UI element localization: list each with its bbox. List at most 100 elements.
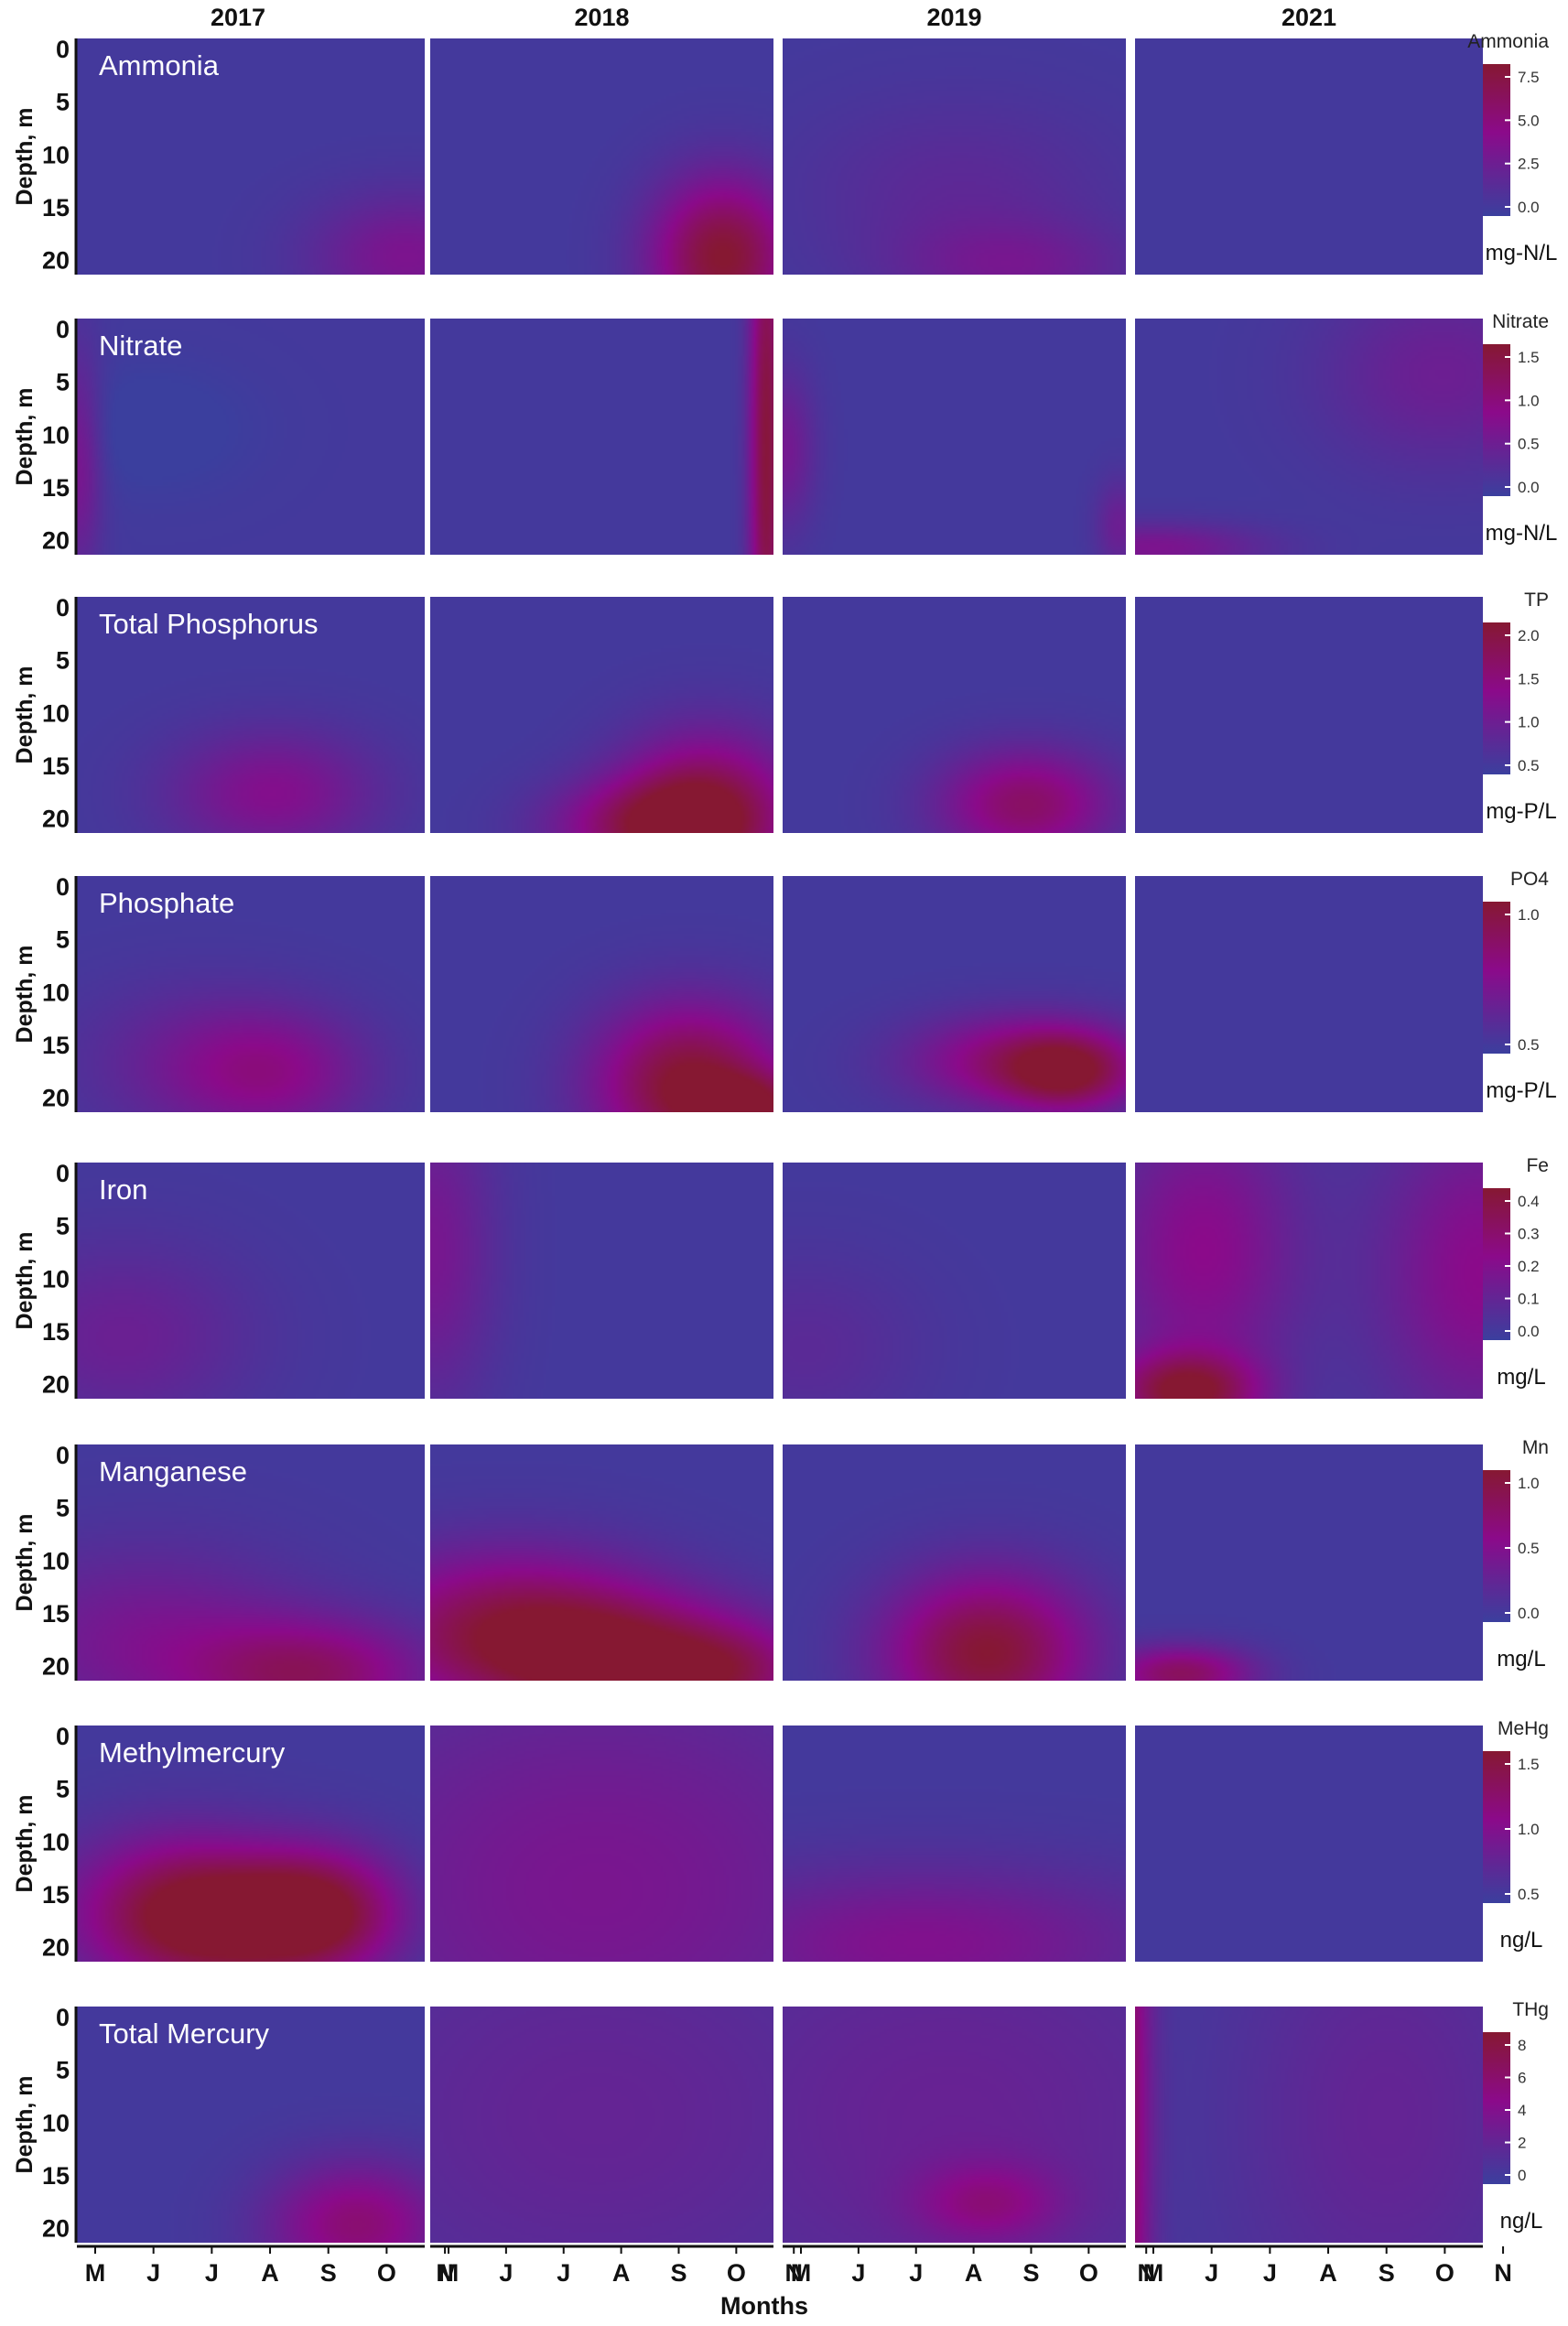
y-axis-label: Depth, m [12,388,38,486]
y-axis-label: Depth, m [12,1795,38,1893]
depth-tick: 20 [42,2215,70,2243]
depth-tick: 5 [56,2057,70,2084]
y-axis-label: Depth, m [12,1514,38,1612]
colorbar-tick-label: 0.1 [1518,1291,1540,1308]
colorbar-tick-label: 1.0 [1518,1821,1540,1838]
depth-tick: 20 [42,806,70,833]
heatmap-thg-2019 [783,2007,1126,2243]
depth-tick: 20 [42,1934,70,1962]
colorbar-tick-label: 5.0 [1518,112,1540,129]
variable-name-label: Total Phosphorus [99,608,319,640]
month-tick-label: S [670,2259,687,2287]
month-tick-label: J [851,2259,865,2287]
variable-name-label: Methylmercury [99,1736,286,1769]
colorbar-title: TP [1524,590,1549,611]
colorbar-tick-label: 0 [1518,2167,1526,2184]
colorbar-title: PO4 [1510,869,1549,890]
colorbar-tick-label: 0.2 [1518,1258,1540,1275]
colorbar-unit: mg-P/L [1486,799,1556,824]
heatmap-fe-2021 [1135,1163,1483,1399]
month-tick-label: O [1079,2259,1098,2287]
depth-tick: 5 [56,647,70,675]
year-header-2017: 2017 [211,4,265,31]
month-tick-label: M [1143,2259,1164,2287]
depth-tick: 10 [42,2109,70,2137]
depth-tick: 5 [56,89,70,116]
colorbar-tick-label: 0.5 [1518,1036,1540,1054]
depth-tick: 20 [42,247,70,275]
colorbar-tick-label: 0.0 [1518,199,1540,216]
month-tick-label: J [1263,2259,1277,2287]
month-tick-label: O [727,2259,746,2287]
month-tick-label: N [784,2259,803,2287]
colorbar-tick-label: 0.0 [1518,1605,1540,1622]
depth-tick: 0 [56,316,70,343]
colorbar-unit: mg-N/L [1486,241,1558,265]
depth-tick: 10 [42,1547,70,1574]
depth-tick: 0 [56,1160,70,1187]
heatmap-nitrate-2017 [77,319,425,555]
month-tick-label: J [205,2259,219,2287]
month-tick-label: N [436,2259,454,2287]
colorbar-tick-label: 6 [1518,2070,1526,2087]
heatmap-mehg-2019 [783,1726,1126,1962]
colorbar-tick-label: 2.0 [1518,627,1540,644]
depth-tick: 0 [56,2004,70,2031]
depth-tick: 15 [42,2162,70,2190]
y-axis-label: Depth, m [12,946,38,1044]
depth-tick: 0 [56,873,70,901]
y-axis-label: Depth, m [12,2076,38,2174]
month-tick-label: J [146,2259,160,2287]
colorbar-tick-label: 0.3 [1518,1226,1540,1243]
colorbar-tick-label: 1.0 [1518,1475,1540,1492]
heatmap-thg-2018 [430,2007,773,2243]
variable-name-label: Nitrate [99,330,182,362]
heatmap-tp-2021 [1135,597,1483,833]
heatmap-po4-2017 [77,876,425,1112]
heatmap-fe-2018 [430,1163,773,1399]
depth-tick: 10 [42,1265,70,1293]
month-tick-label: S [1022,2259,1039,2287]
colorbar-title: Nitrate [1492,311,1549,332]
heatmap-thg-2021 [1135,2007,1483,2243]
year-header-2019: 2019 [926,4,981,31]
colorbar-tick-label: 0.5 [1518,1540,1540,1557]
colorbar-tick-label: 1.0 [1518,906,1540,924]
heatmap-tp-2017 [77,597,425,833]
y-axis-label: Depth, m [12,1232,38,1330]
heatmap-ammonia-2018 [430,38,773,275]
heatmap-mehg-2017 [77,1726,425,1962]
heatmap-mn-2017 [77,1444,425,1681]
colorbar-title: Fe [1526,1155,1549,1176]
variable-name-label: Phosphate [99,887,234,919]
month-tick-label: O [377,2259,396,2287]
heatmap-ammonia-2019 [783,38,1126,275]
colorbar-mehg [1483,1751,1510,1903]
depth-tick: 15 [42,474,70,502]
month-tick-label: N [1494,2259,1512,2287]
depth-tick: 20 [42,1653,70,1681]
heatmap-nitrate-2018 [430,319,773,555]
month-tick-label: O [1435,2259,1454,2287]
month-tick-label: A [612,2259,631,2287]
heatmap-nitrate-2021 [1135,319,1483,555]
colorbar-tick-label: 4 [1518,2102,1526,2119]
colorbar-tick-label: 0.5 [1518,757,1540,774]
colorbar-unit: mg-P/L [1486,1078,1556,1103]
depth-tick: 5 [56,369,70,396]
colorbar-tick-label: 0.0 [1518,479,1540,496]
heatmap-ammonia-2017 [77,38,425,275]
depth-tick: 15 [42,194,70,222]
month-tick-label: A [1319,2259,1337,2287]
depth-tick: 5 [56,1495,70,1522]
depth-tick: 5 [56,1776,70,1803]
variable-name-label: Manganese [99,1455,247,1488]
depth-tick: 5 [56,1213,70,1240]
colorbar-tick-label: 1.0 [1518,392,1540,409]
colorbar-unit: ng/L [1500,1928,1543,1953]
y-axis-label: Depth, m [12,666,38,764]
colorbar-tick-label: 0.5 [1518,1886,1540,1903]
depth-tick: 15 [42,1881,70,1909]
colorbar-tick-label: 7.5 [1518,69,1540,86]
colorbar-tick-label: 1.0 [1518,714,1540,731]
